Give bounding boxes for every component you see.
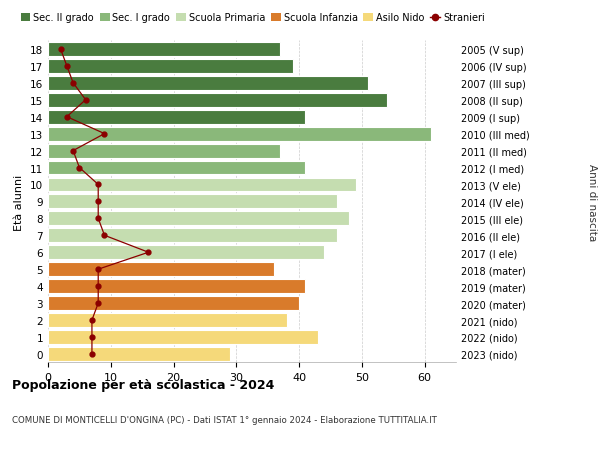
- Bar: [48, 195, 337, 209]
- Bar: [48, 280, 305, 293]
- Bar: [48, 161, 305, 175]
- Bar: [48, 128, 431, 141]
- Bar: [48, 144, 280, 158]
- Bar: [48, 297, 299, 310]
- Bar: [48, 178, 356, 192]
- Bar: [48, 77, 368, 90]
- Bar: [48, 111, 305, 124]
- Bar: [48, 60, 293, 73]
- Y-axis label: Età alunni: Età alunni: [14, 174, 25, 230]
- Bar: [48, 229, 337, 243]
- Bar: [48, 43, 280, 57]
- Bar: [48, 246, 324, 260]
- Bar: [48, 94, 387, 107]
- Bar: [48, 347, 230, 361]
- Text: Popolazione per età scolastica - 2024: Popolazione per età scolastica - 2024: [12, 379, 274, 392]
- Text: Anni di nascita: Anni di nascita: [587, 163, 597, 241]
- Text: COMUNE DI MONTICELLI D'ONGINA (PC) - Dati ISTAT 1° gennaio 2024 - Elaborazione T: COMUNE DI MONTICELLI D'ONGINA (PC) - Dat…: [12, 415, 437, 425]
- Bar: [48, 330, 318, 344]
- Bar: [48, 212, 349, 226]
- Legend: Sec. II grado, Sec. I grado, Scuola Primaria, Scuola Infanzia, Asilo Nido, Stran: Sec. II grado, Sec. I grado, Scuola Prim…: [17, 10, 488, 27]
- Bar: [48, 263, 274, 276]
- Bar: [48, 313, 287, 327]
